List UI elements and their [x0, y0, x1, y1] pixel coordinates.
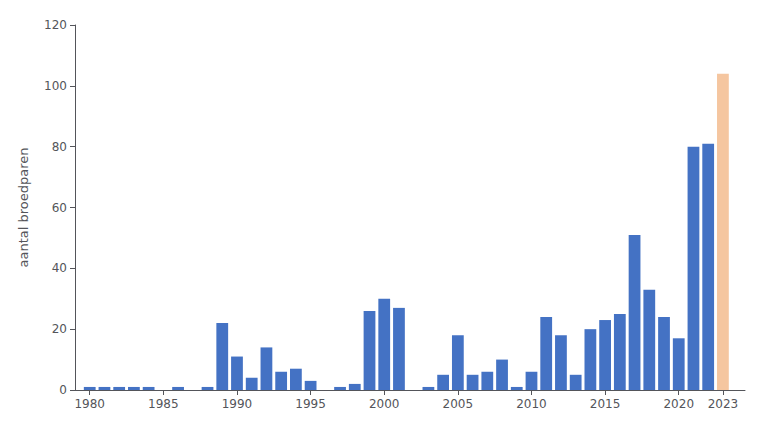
svg-text:1995: 1995: [295, 397, 326, 411]
svg-text:120: 120: [44, 18, 67, 32]
svg-text:2020: 2020: [663, 397, 694, 411]
svg-text:60: 60: [52, 201, 67, 215]
svg-text:1980: 1980: [74, 397, 105, 411]
svg-text:2000: 2000: [369, 397, 400, 411]
svg-text:1990: 1990: [222, 397, 253, 411]
svg-text:aantal broedparen: aantal broedparen: [16, 147, 31, 267]
svg-text:20: 20: [52, 322, 67, 336]
svg-text:2015: 2015: [590, 397, 621, 411]
svg-text:2023: 2023: [708, 397, 739, 411]
svg-text:0: 0: [59, 383, 67, 397]
svg-text:40: 40: [52, 261, 67, 275]
svg-text:2010: 2010: [516, 397, 547, 411]
svg-text:2005: 2005: [443, 397, 474, 411]
svg-text:100: 100: [44, 79, 67, 93]
svg-text:1985: 1985: [148, 397, 179, 411]
svg-text:80: 80: [52, 140, 67, 154]
